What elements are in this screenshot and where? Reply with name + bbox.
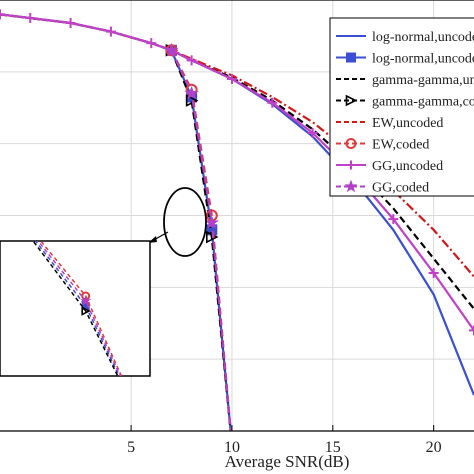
series-line bbox=[0, 13, 474, 332]
x-tick-label: 15 bbox=[325, 439, 341, 456]
x-tick-label: 5 bbox=[127, 439, 135, 456]
zoom-ellipse bbox=[163, 187, 207, 257]
x-ticks: 5 10 15 20 bbox=[127, 425, 442, 456]
inset-series-7 bbox=[37, 241, 122, 376]
legend-entry: EW,coded bbox=[336, 138, 429, 153]
legend-entry: log-normal,uncoded bbox=[336, 52, 474, 67]
legend-label: gamma-gamma,coded bbox=[372, 95, 474, 110]
square-marker bbox=[346, 52, 356, 63]
legend-label: log-normal,uncoded bbox=[372, 52, 474, 67]
plus-marker bbox=[65, 17, 76, 28]
inset-panel bbox=[0, 240, 151, 377]
inset-series-group bbox=[32, 241, 123, 376]
plus-marker bbox=[25, 12, 36, 23]
inset-line bbox=[34, 241, 120, 376]
plus-marker bbox=[388, 214, 399, 225]
star-marker bbox=[344, 179, 358, 193]
series-group bbox=[0, 9, 474, 431]
plus-marker bbox=[469, 325, 474, 336]
legend-label: gamma-gamma,uncoded bbox=[372, 73, 474, 88]
legend-label: EW,uncoded bbox=[372, 116, 443, 131]
plus-marker bbox=[226, 74, 237, 85]
x-tick-label: 20 bbox=[426, 439, 442, 456]
plus-marker bbox=[307, 127, 318, 138]
x-axis-label: Average SNR(dB) bbox=[225, 452, 350, 471]
plus-marker bbox=[346, 160, 356, 170]
plus-marker bbox=[267, 97, 278, 108]
plus-marker bbox=[0, 9, 5, 20]
triangle-marker bbox=[81, 306, 92, 316]
legend-entry: GG,coded bbox=[336, 179, 429, 196]
triangle-marker bbox=[185, 94, 199, 107]
series-line bbox=[170, 49, 232, 431]
star-marker bbox=[80, 295, 92, 306]
legend-label: GG,coded bbox=[372, 181, 429, 196]
series-line bbox=[170, 49, 232, 431]
inset-series-3 bbox=[32, 241, 119, 376]
star-marker bbox=[204, 215, 219, 229]
plus-marker bbox=[105, 26, 116, 37]
plus-marker bbox=[428, 267, 439, 278]
legend-label: GG,uncoded bbox=[372, 159, 443, 174]
legend-entry: log-normal,uncoded bbox=[336, 30, 474, 45]
plus-marker bbox=[186, 55, 197, 66]
legend-entry: gamma-gamma,uncoded bbox=[336, 73, 474, 88]
inset-line bbox=[37, 241, 122, 376]
series-line bbox=[170, 49, 232, 431]
star-marker bbox=[164, 42, 179, 57]
legend-entry: EW,uncoded bbox=[336, 116, 443, 131]
series-line bbox=[170, 49, 232, 431]
legend-label: log-normal,uncoded bbox=[372, 30, 474, 45]
legend-entry: gamma-gamma,coded bbox=[336, 95, 474, 110]
x-tick-label: 10 bbox=[224, 439, 240, 456]
series-7 bbox=[164, 42, 232, 431]
plus-marker bbox=[146, 38, 157, 49]
triangle-marker bbox=[345, 94, 358, 107]
legend-entry: GG,uncoded bbox=[336, 159, 443, 174]
star-marker bbox=[184, 85, 199, 100]
legend: log-normal,uncoded log-normal,uncoded gamm… bbox=[329, 17, 474, 197]
legend-label: EW,coded bbox=[372, 138, 429, 153]
circle-marker bbox=[345, 138, 357, 149]
